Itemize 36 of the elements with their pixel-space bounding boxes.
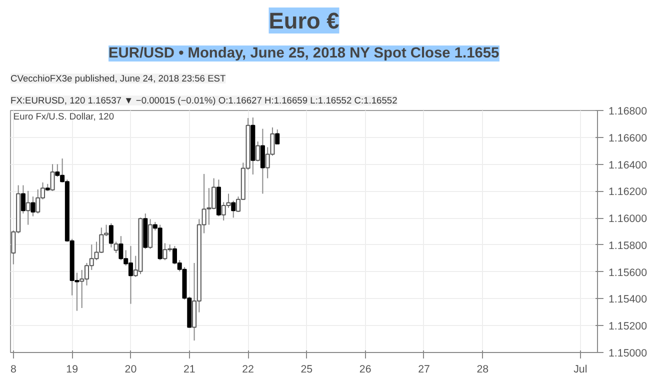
y-tick-label: 1.16400 — [608, 159, 648, 172]
y-tick-label: 1.16000 — [608, 213, 648, 226]
y-tick-label: 1.15800 — [608, 240, 648, 252]
y-tick-label: 1.15600 — [608, 266, 648, 279]
chart-title: Euro € — [268, 8, 340, 34]
candlestick — [256, 141, 260, 162]
x-tick-label: 26 — [359, 364, 372, 376]
candlestick — [231, 200, 236, 218]
y-tick-label: 1.15200 — [608, 320, 648, 333]
candlestick — [275, 128, 280, 144]
annotation: Euro Fx/U.S. Dollar, 120 — [13, 111, 114, 122]
text: CVecchioFX3e published, June 24, 2018 23:56 EST — [10, 74, 226, 84]
x-tick-label: 20 — [124, 364, 137, 376]
x-tick-label: 22 — [242, 364, 254, 376]
candlestick — [114, 241, 118, 254]
chart-subtitle: EUR/USD • Monday, June 25, 2018 NY Spot Close 1.1655 — [108, 46, 500, 62]
x-tick-label: 27 — [418, 364, 430, 376]
x-tick-label: 25 — [300, 364, 313, 376]
y-tick-label: 1.15000 — [608, 348, 648, 360]
x-tick-label: 21 — [183, 364, 196, 376]
candlestick — [26, 190, 30, 226]
candlestick — [50, 164, 55, 192]
y-tick-label: 1.16800 — [608, 106, 648, 118]
candlestick — [148, 218, 153, 250]
x-tick-label: 8 — [10, 364, 16, 376]
text: FX:EURUSD, 120 1.16537 ▼ −0.00015 (−0.01%) O:1.16627 H:1.16659 L:1.16552 C:1.16552 — [10, 96, 398, 106]
candlestick — [30, 196, 36, 217]
y-tick-label: 1.15400 — [608, 294, 648, 306]
candlestick — [108, 222, 114, 248]
x-tick-label: 19 — [66, 364, 78, 376]
y-tick-label: 1.16200 — [608, 186, 648, 198]
candlestick — [20, 184, 26, 214]
x-tick-label: 28 — [476, 364, 489, 376]
candlestick — [260, 128, 265, 194]
x-tick-label: Jul — [574, 364, 588, 376]
y-tick-label: 1.16600 — [608, 132, 648, 144]
